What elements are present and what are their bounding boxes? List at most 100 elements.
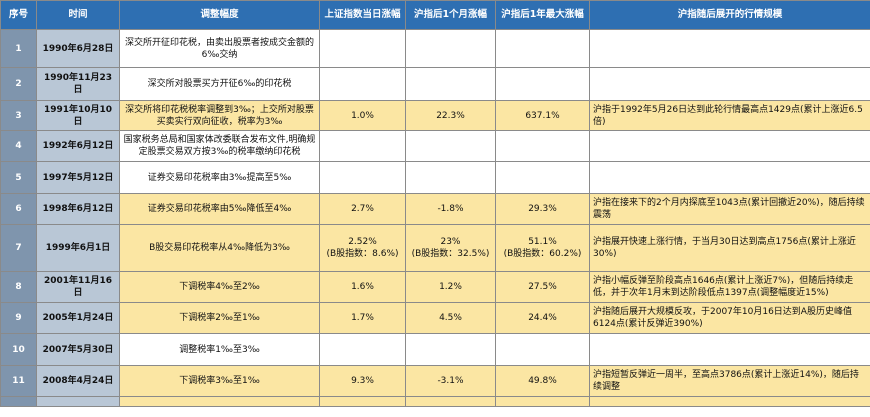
table-row — [0, 396, 870, 407]
row-adjustment: 下调税率4‰至2‰ — [119, 271, 320, 303]
row-month-change: -1.8% — [405, 193, 496, 225]
row-day-change: 1.6% — [319, 271, 406, 303]
row-number: 7 — [0, 224, 37, 272]
row-year-max — [495, 333, 590, 366]
row-trend: 沪指于1992年5月26日达到此轮行情最高点1429点(累计上涨近6.5倍) — [589, 100, 870, 131]
row-day-change — [319, 67, 406, 101]
table-row: 1 1990年6月28日 深交所开征印花税，由卖出股票者按成交金额的6‰交纳 — [0, 29, 870, 68]
row-day-change: 2.7% — [319, 193, 406, 225]
row-year-max: 51.1% (B股指数：60.2%) — [495, 224, 590, 272]
row-adjustment: 证券交易印花税率由3‰提高至5‰ — [119, 161, 320, 194]
table-row: 4 1992年6月12日 国家税务总局和国家体改委联合发布文件,明确规定股票交易双方… — [0, 130, 870, 162]
row-date: 2007年5月30日 — [36, 333, 120, 366]
row-adjustment: 深交所将印花税税率调整到3‰；上交所对股票买卖实行双向征收，税率为3‰ — [119, 100, 320, 131]
row-adjustment: 国家税务总局和国家体改委联合发布文件,明确规定股票交易双方按3‰的税率缴纳印花税 — [119, 130, 320, 162]
row-adjustment: 深交所开征印花税，由卖出股票者按成交金额的6‰交纳 — [119, 29, 320, 68]
row-year-max: 637.1% — [495, 100, 590, 131]
table-header-row: 序号 时间 调整幅度 上证指数当日涨幅 沪指后1个月涨幅 沪指后1年最大涨幅 沪指随后展开的… — [0, 0, 870, 30]
table-row: 7 1999年6月1日 B股交易印花税率从4‰降低为3‰ 2.52% (B股指数：8.6… — [0, 224, 870, 272]
row-year-max — [495, 130, 590, 162]
row-number: 11 — [0, 365, 37, 397]
row-month-change — [405, 333, 496, 366]
header-no: 序号 — [0, 0, 37, 30]
row-year-max — [495, 67, 590, 101]
row-year-max: 27.5% — [495, 271, 590, 303]
row-year-max — [495, 396, 590, 407]
header-month-change: 沪指后1个月涨幅 — [405, 0, 496, 30]
row-year-max: 49.8% — [495, 365, 590, 397]
row-date: 1991年10月10日 — [36, 100, 120, 131]
row-trend: 沪指短暂反弹近一周半，至高点3786点(累计上涨近14%)，随后持续调整 — [589, 365, 870, 397]
table-row: 8 2001年11月16日 下调税率4‰至2‰ 1.6% 1.2% 27.5% 沪指小幅反弹… — [0, 271, 870, 303]
row-year-max: 29.3% — [495, 193, 590, 225]
row-adjustment — [119, 396, 320, 407]
row-trend — [589, 130, 870, 162]
row-number: 10 — [0, 333, 37, 366]
row-trend: 沪指展开快速上涨行情，于当月30日达到高点1756点(累计上涨近30%) — [589, 224, 870, 272]
header-trend: 沪指随后展开的行情规模 — [589, 0, 870, 30]
header-day-change: 上证指数当日涨幅 — [319, 0, 406, 30]
row-date: 2005年1月24日 — [36, 302, 120, 334]
row-year-max — [495, 161, 590, 194]
row-trend: 沪指随后展开大规模反攻，于2007年10月16日达到A股历史峰值6124点(累计… — [589, 302, 870, 334]
header-adjustment: 调整幅度 — [119, 0, 320, 30]
row-date — [36, 396, 120, 407]
table-row: 5 1997年5月12日 证券交易印花税率由3‰提高至5‰ — [0, 161, 870, 194]
row-adjustment: 下调税率2‰至1‰ — [119, 302, 320, 334]
row-trend — [589, 29, 870, 68]
row-number: 2 — [0, 67, 37, 101]
row-month-change — [405, 396, 496, 407]
row-date: 1990年11月23日 — [36, 67, 120, 101]
row-day-change — [319, 29, 406, 68]
row-day-change — [319, 161, 406, 194]
row-day-change: 1.0% — [319, 100, 406, 131]
row-number: 5 — [0, 161, 37, 194]
row-adjustment: B股交易印花税率从4‰降低为3‰ — [119, 224, 320, 272]
row-month-change: 23% (B股指数：32.5%) — [405, 224, 496, 272]
row-date: 1998年6月12日 — [36, 193, 120, 225]
row-day-change: 1.7% — [319, 302, 406, 334]
row-number — [0, 396, 37, 407]
table-row: 6 1998年6月12日 证券交易印花税率由5‰降低至4‰ 2.7% -1.8% 29.3… — [0, 193, 870, 225]
row-day-change — [319, 130, 406, 162]
header-year-max: 沪指后1年最大涨幅 — [495, 0, 590, 30]
row-month-change: 4.5% — [405, 302, 496, 334]
row-month-change — [405, 67, 496, 101]
row-date: 1997年5月12日 — [36, 161, 120, 194]
row-adjustment: 证券交易印花税率由5‰降低至4‰ — [119, 193, 320, 225]
row-adjustment: 调整税率1‰至3‰ — [119, 333, 320, 366]
header-date: 时间 — [36, 0, 120, 30]
row-adjustment: 深交所对股票买方开征6‰的印花税 — [119, 67, 320, 101]
table-row: 10 2007年5月30日 调整税率1‰至3‰ — [0, 333, 870, 366]
row-year-max: 24.4% — [495, 302, 590, 334]
row-trend: 沪指在接来下的2个月内探底至1043点(累计回撤近20%)，随后持续震荡 — [589, 193, 870, 225]
row-number: 9 — [0, 302, 37, 334]
row-date: 2001年11月16日 — [36, 271, 120, 303]
row-date: 1999年6月1日 — [36, 224, 120, 272]
row-date: 2008年4月24日 — [36, 365, 120, 397]
row-adjustment: 下调税率3‰至1‰ — [119, 365, 320, 397]
table-row: 3 1991年10月10日 深交所将印花税税率调整到3‰；上交所对股票买卖实行双向征… — [0, 100, 870, 131]
table-row: 2 1990年11月23日 深交所对股票买方开征6‰的印花税 — [0, 67, 870, 101]
row-year-max — [495, 29, 590, 68]
row-month-change — [405, 161, 496, 194]
table-row: 11 2008年4月24日 下调税率3‰至1‰ 9.3% -3.1% 49.8% 沪指短暂反… — [0, 365, 870, 397]
row-month-change — [405, 130, 496, 162]
row-trend — [589, 161, 870, 194]
table-row: 9 2005年1月24日 下调税率2‰至1‰ 1.7% 4.5% 24.4% 沪指随后展开大… — [0, 302, 870, 334]
row-number: 8 — [0, 271, 37, 303]
row-number: 4 — [0, 130, 37, 162]
row-day-change — [319, 333, 406, 366]
row-trend: 沪指小幅反弹至阶段高点1646点(累计上涨近7%)，但随后持续走低，并于次年1月… — [589, 271, 870, 303]
row-month-change: 1.2% — [405, 271, 496, 303]
row-number: 3 — [0, 100, 37, 131]
row-month-change — [405, 29, 496, 68]
row-month-change: -3.1% — [405, 365, 496, 397]
row-date: 1992年6月12日 — [36, 130, 120, 162]
row-day-change — [319, 396, 406, 407]
stamp-duty-table: 序号 时间 调整幅度 上证指数当日涨幅 沪指后1个月涨幅 沪指后1年最大涨幅 沪指随后展开的… — [0, 0, 870, 407]
row-month-change: 22.3% — [405, 100, 496, 131]
row-day-change: 9.3% — [319, 365, 406, 397]
row-trend — [589, 67, 870, 101]
row-trend — [589, 396, 870, 407]
